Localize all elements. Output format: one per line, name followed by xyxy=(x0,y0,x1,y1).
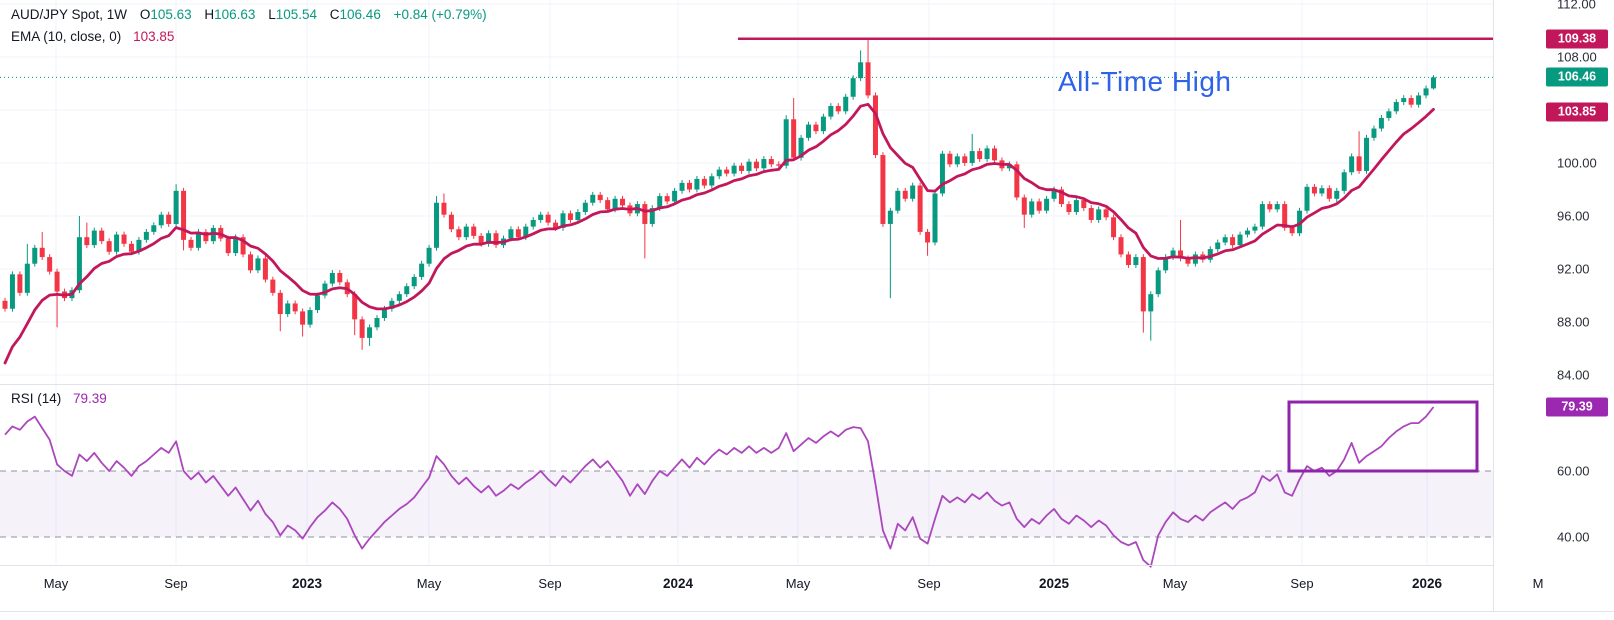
ema-line[interactable] xyxy=(3,102,1435,365)
symbol-title: AUD/JPY Spot, 1W xyxy=(11,7,128,22)
time-tick-sep: Sep xyxy=(1290,576,1314,591)
rsi-rectangle-drawing[interactable] xyxy=(1287,400,1479,473)
close-value: 106.46 xyxy=(339,7,381,22)
price-axis-label: 84.00 xyxy=(1557,367,1590,383)
price-axis-label: 96.00 xyxy=(1557,208,1590,224)
price-axis-label: 100.00 xyxy=(1557,155,1597,171)
time-tick-may: May xyxy=(416,576,442,591)
price-badge: 109.38 xyxy=(1546,29,1608,49)
time-tick-may: May xyxy=(785,576,811,591)
symbol-legend[interactable]: AUD/JPY Spot, 1W O105.63 H106.63 L105.54… xyxy=(11,7,487,22)
open-label: O xyxy=(139,7,151,22)
rsi-value: 79.39 xyxy=(73,391,107,406)
time-tick-sep: Sep xyxy=(917,576,941,591)
rsi-axis-label: 60.00 xyxy=(1557,463,1590,479)
price-badge: 103.85 xyxy=(1546,102,1608,122)
time-tick-2023: 2023 xyxy=(291,576,323,591)
price-pane[interactable] xyxy=(0,0,1493,384)
rsi-pane[interactable] xyxy=(0,385,1548,568)
rsi-band xyxy=(0,471,1545,537)
rsi-legend[interactable]: RSI (14) 79.39 xyxy=(11,391,107,406)
time-tick-m: M xyxy=(1532,576,1544,591)
low-label: L xyxy=(268,7,276,22)
change-value: +0.84 (+0.79%) xyxy=(393,7,487,22)
price-axis-label: 88.00 xyxy=(1557,314,1590,330)
time-axis-separator xyxy=(0,565,1614,566)
price-axis-label: 92.00 xyxy=(1557,261,1590,277)
price-axis[interactable]: 112.00 108.00 100.00 96.00 92.00 88.00 84.00 10… xyxy=(1493,0,1614,611)
time-tick-2026: 2026 xyxy=(1411,576,1443,591)
time-tick-2024: 2024 xyxy=(662,576,694,591)
rsi-line[interactable] xyxy=(4,406,1435,568)
high-label: H xyxy=(204,7,215,22)
time-tick-sep: Sep xyxy=(164,576,188,591)
candles[interactable] xyxy=(2,38,1436,350)
rsi-axis-label: 40.00 xyxy=(1557,529,1590,545)
ema-label: EMA (10, close, 0) xyxy=(11,29,122,44)
rsi-badge: 79.39 xyxy=(1546,397,1608,417)
bottom-border xyxy=(0,611,1614,612)
time-tick-may: May xyxy=(1162,576,1188,591)
all-time-high-annotation[interactable]: All-Time High xyxy=(1058,66,1232,97)
price-badge: 106.46 xyxy=(1546,67,1608,87)
time-tick-may: May xyxy=(43,576,69,591)
time-tick-2025: 2025 xyxy=(1038,576,1070,591)
ema-legend[interactable]: EMA (10, close, 0) 103.85 xyxy=(11,29,174,44)
high-value: 106.63 xyxy=(214,7,256,22)
time-tick-sep: Sep xyxy=(538,576,562,591)
low-value: 105.54 xyxy=(275,7,318,22)
pane-separator[interactable] xyxy=(0,384,1614,385)
price-axis-label: 112.00 xyxy=(1557,0,1596,12)
rsi-label: RSI (14) xyxy=(11,391,62,406)
close-label: C xyxy=(329,7,340,22)
ema-value: 103.85 xyxy=(133,29,175,44)
price-axis-label: 108.00 xyxy=(1557,49,1597,65)
open-value: 105.63 xyxy=(150,7,192,22)
